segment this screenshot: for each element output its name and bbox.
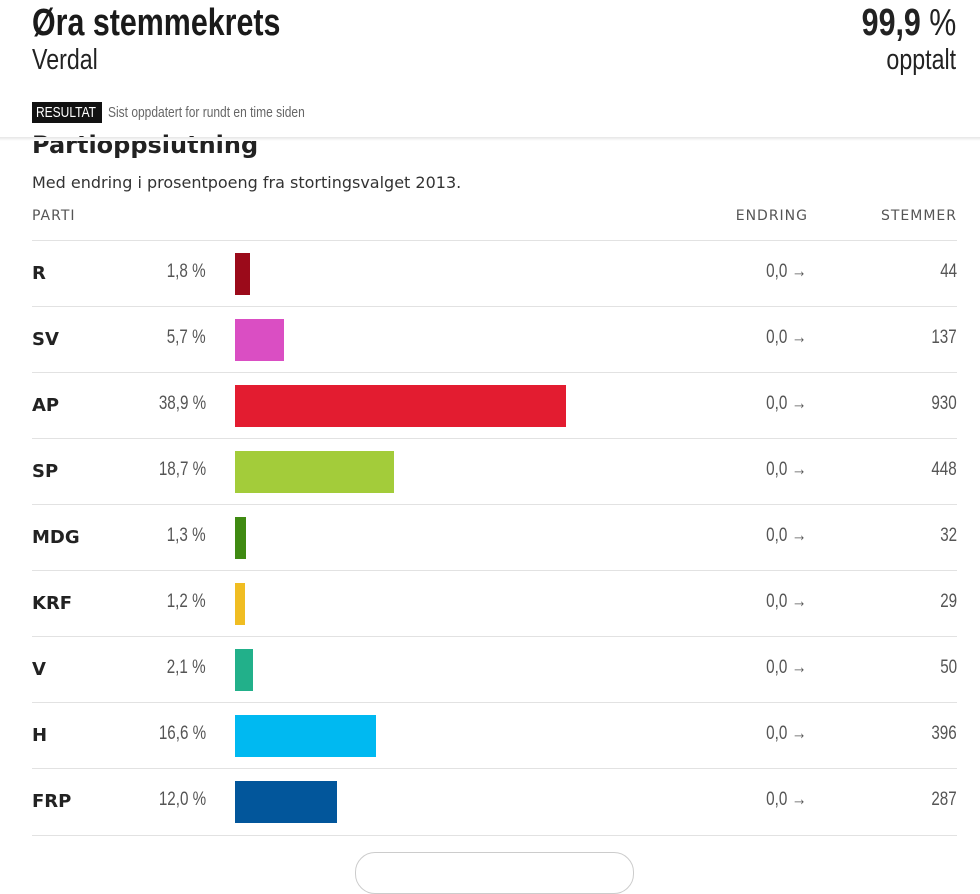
table-row: AP 38,9 % 0,0 → 930 [32,372,957,439]
sticky-header-shadow [0,137,980,141]
updated-text: Sist oppdatert for rundt en time siden [108,104,305,121]
bar-sp [235,451,395,493]
share-label: 2,1 % [167,657,206,678]
table-row: R 1,8 % 0,0 → 44 [32,240,957,307]
party-name: SV [32,329,59,350]
party-name: V [32,659,46,680]
column-header-change: ENDRING [735,208,808,224]
counted-value: 99,9 [861,2,921,44]
votes-value: 930 [931,393,957,414]
bar-mdg [235,517,247,559]
change-value: 0,0 → [766,261,807,282]
share-label: 12,0 % [158,789,206,810]
change-value: 0,0 → [766,657,807,678]
bar-h [235,715,377,757]
counted-percent: 99,9 % [861,2,956,45]
column-header-votes: STEMMER [880,208,957,224]
party-name: MDG [32,527,80,548]
change-value: 0,0 → [766,591,807,612]
share-label: 16,6 % [158,723,206,744]
table-row: V 2,1 % 0,0 → 50 [32,636,957,703]
table-row: H 16,6 % 0,0 → 396 [32,702,957,769]
votes-value: 32 [940,525,957,546]
votes-value: 29 [940,591,957,612]
votes-value: 137 [931,327,957,348]
table-row: MDG 1,3 % 0,0 → 32 [32,504,957,571]
change-value: 0,0 → [766,393,807,414]
votes-value: 448 [931,459,957,480]
table-row: SV 5,7 % 0,0 → 137 [32,306,957,373]
table-row: KRF 1,2 % 0,0 → 29 [32,570,957,637]
municipality: Verdal [32,44,98,76]
section-title: Partioppslutning [32,131,259,159]
table-row: SP 18,7 % 0,0 → 448 [32,438,957,505]
share-label: 18,7 % [158,459,206,480]
party-name: KRF [32,593,73,614]
bar-v [235,649,253,691]
change-value: 0,0 → [766,789,807,810]
party-name: SP [32,461,59,482]
bar-krf [235,583,246,625]
party-name: AP [32,395,60,416]
votes-value: 50 [940,657,957,678]
status-line: RESULTAT Sist oppdatert for rundt en tim… [32,102,354,123]
votes-value: 44 [940,261,957,282]
share-label: 38,9 % [158,393,206,414]
bar-sv [235,319,284,361]
party-name: H [32,725,48,746]
bar-frp [235,781,338,823]
votes-value: 287 [931,789,957,810]
counted-label: opptalt [886,44,956,76]
show-more-button[interactable] [355,852,634,894]
table-row: FRP 12,0 % 0,0 → 287 [32,768,957,836]
share-label: 1,2 % [167,591,206,612]
counted-unit: % [928,2,956,44]
bar-r [235,253,251,295]
change-value: 0,0 → [766,723,807,744]
bar-ap [235,385,566,427]
votes-value: 396 [931,723,957,744]
result-badge: RESULTAT [32,102,102,123]
column-header-party: PARTI [32,208,76,224]
page-title: Øra stemmekrets [32,2,281,44]
change-value: 0,0 → [766,459,807,480]
party-name: FRP [32,791,72,812]
share-label: 5,7 % [167,327,206,348]
share-label: 1,8 % [167,261,206,282]
change-value: 0,0 → [766,525,807,546]
share-label: 1,3 % [167,525,206,546]
party-name: R [32,263,46,284]
section-description: Med endring i prosentpoeng fra stortings… [32,173,462,192]
change-value: 0,0 → [766,327,807,348]
